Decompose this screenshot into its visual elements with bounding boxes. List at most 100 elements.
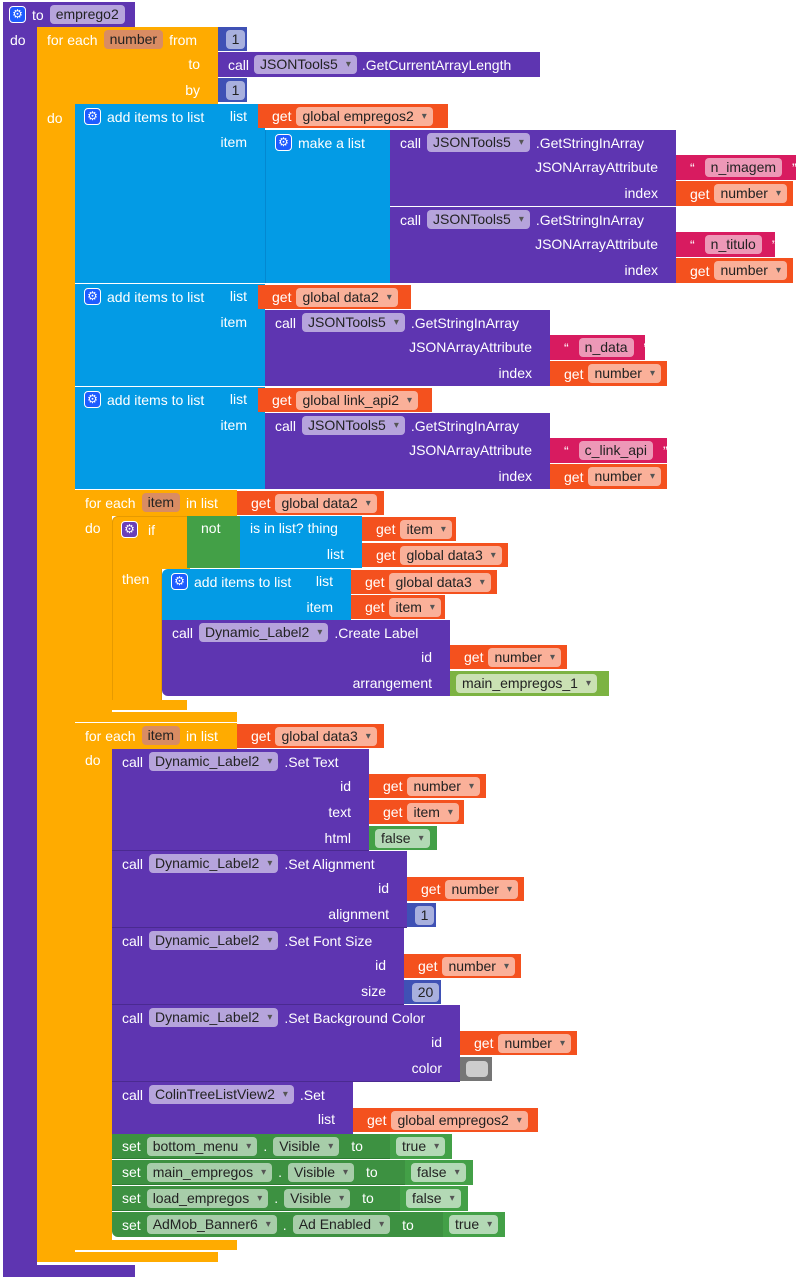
get-variable-block[interactable]: get item: [362, 517, 456, 541]
set-load-empregos-visible-block[interactable]: set load_empregos. Visible to: [112, 1186, 400, 1211]
variable-dropdown[interactable]: number: [714, 261, 787, 280]
color-block[interactable]: [460, 1057, 492, 1081]
component-dropdown[interactable]: ColinTreeListView2: [149, 1085, 294, 1104]
variable-dropdown[interactable]: number: [588, 364, 661, 383]
get-variable-block[interactable]: get number: [676, 258, 793, 283]
text-block[interactable]: n_data: [550, 335, 645, 360]
component-dropdown[interactable]: JSONTools5: [427, 133, 530, 152]
get-variable-block[interactable]: get global empregos2: [258, 104, 448, 128]
loop-variable-field[interactable]: item: [141, 493, 181, 512]
component-dropdown[interactable]: Dynamic_Label2: [149, 854, 279, 873]
number-field[interactable]: 1: [225, 29, 246, 49]
get-string-call-block[interactable]: call JSONTools5 .GetStringInArray JSONArra…: [390, 130, 676, 206]
mutator-gear-icon[interactable]: [84, 391, 101, 408]
procedure-name-field[interactable]: emprego2: [49, 5, 125, 24]
variable-dropdown[interactable]: global link_api2: [296, 390, 419, 410]
get-variable-block[interactable]: get item: [369, 800, 464, 824]
color-swatch[interactable]: [466, 1061, 488, 1077]
add-items-to-list-block[interactable]: add items to list list item: [75, 104, 265, 283]
component-dropdown[interactable]: bottom_menu: [146, 1136, 258, 1156]
component-dropdown[interactable]: AdMob_Banner6: [146, 1215, 277, 1234]
for-range-header[interactable]: for each number from to by: [37, 27, 218, 104]
mutator-gear-icon[interactable]: [84, 108, 101, 125]
set-bottom-menu-visible-block[interactable]: set bottom_menu. Visible to: [112, 1134, 390, 1159]
number-field[interactable]: 1: [414, 905, 435, 925]
component-dropdown[interactable]: Dynamic_Label2: [149, 752, 279, 771]
get-variable-block[interactable]: get global data3: [362, 543, 508, 567]
mutator-gear-icon[interactable]: [275, 134, 292, 151]
variable-dropdown[interactable]: global data2: [296, 287, 398, 307]
add-items-to-list-block[interactable]: add items to list list item: [162, 569, 351, 620]
set-alignment-call-block[interactable]: call Dynamic_Label2 .Set Alignment id alig…: [112, 851, 407, 928]
loop-variable-field[interactable]: number: [103, 30, 164, 49]
if-header[interactable]: if: [112, 516, 190, 569]
boolean-block[interactable]: false: [400, 1186, 468, 1211]
get-variable-block[interactable]: get number: [460, 1031, 577, 1055]
boolean-block[interactable]: false: [405, 1160, 473, 1185]
component-dropdown[interactable]: JSONTools5: [254, 55, 357, 74]
variable-dropdown[interactable]: global data3: [275, 726, 377, 746]
get-variable-block[interactable]: get number: [676, 181, 793, 206]
get-string-call-block[interactable]: call JSONTools5 .GetStringInArray JSONArra…: [265, 413, 550, 489]
is-in-list-block[interactable]: is in list? thing list: [240, 516, 362, 568]
get-variable-block[interactable]: get global link_api2: [258, 388, 432, 412]
get-string-call-block[interactable]: call JSONTools5 .GetStringInArray JSONArra…: [390, 207, 676, 283]
create-label-call-block[interactable]: call Dynamic_Label2 .Create Label id arran…: [162, 620, 450, 696]
get-variable-block[interactable]: get number: [550, 464, 667, 489]
get-variable-block[interactable]: get number: [450, 645, 567, 669]
get-variable-block[interactable]: get global data3: [351, 570, 497, 594]
variable-dropdown[interactable]: item: [400, 519, 452, 539]
variable-dropdown[interactable]: item: [389, 597, 441, 617]
number-block[interactable]: 1: [218, 78, 247, 102]
variable-dropdown[interactable]: global empregos2: [296, 106, 433, 126]
boolean-dropdown[interactable]: true: [449, 1215, 499, 1234]
component-dropdown[interactable]: JSONTools5: [302, 313, 405, 332]
get-variable-block[interactable]: get global data3: [237, 724, 384, 748]
component-dropdown[interactable]: Dynamic_Label2: [199, 623, 329, 642]
boolean-dropdown[interactable]: true: [396, 1137, 446, 1156]
property-dropdown[interactable]: Visible: [288, 1162, 355, 1182]
number-field[interactable]: 20: [411, 982, 440, 1002]
component-dropdown[interactable]: JSONTools5: [427, 210, 530, 229]
boolean-dropdown[interactable]: false: [406, 1189, 461, 1208]
add-items-to-list-block[interactable]: add items to list list item: [75, 387, 265, 489]
component-dropdown[interactable]: load_empregos: [146, 1188, 269, 1208]
boolean-dropdown[interactable]: false: [375, 828, 430, 848]
get-variable-block[interactable]: get global data2: [237, 491, 384, 515]
component-dropdown[interactable]: Dynamic_Label2: [149, 1008, 279, 1027]
for-range-block[interactable]: [37, 27, 75, 1262]
variable-dropdown[interactable]: number: [442, 956, 515, 976]
boolean-block[interactable]: false: [369, 826, 437, 850]
add-items-to-list-block[interactable]: add items to list list item: [75, 284, 265, 386]
get-variable-block[interactable]: get number: [369, 774, 486, 798]
property-dropdown[interactable]: Visible: [284, 1188, 351, 1208]
for-each-item-block[interactable]: [75, 490, 112, 722]
property-dropdown[interactable]: Ad Enabled: [292, 1215, 391, 1234]
number-block[interactable]: 20: [404, 980, 441, 1004]
text-field[interactable]: c_link_api: [578, 441, 653, 460]
text-block[interactable]: n_titulo: [676, 232, 775, 257]
number-block[interactable]: 1: [218, 27, 247, 51]
variable-dropdown[interactable]: global empregos2: [391, 1110, 528, 1130]
procedure-header[interactable]: to emprego2: [3, 2, 135, 27]
set-text-call-block[interactable]: call Dynamic_Label2 .Set Text id text html: [112, 749, 369, 851]
set-font-size-call-block[interactable]: call Dynamic_Label2 .Set Font Size id size: [112, 928, 404, 1005]
set-list-call-block[interactable]: call ColinTreeListView2 .Set list: [112, 1082, 353, 1134]
variable-dropdown[interactable]: number: [407, 776, 480, 796]
variable-dropdown[interactable]: global data3: [400, 545, 502, 565]
text-field[interactable]: n_imagem: [704, 158, 783, 177]
set-main-empregos-visible-block[interactable]: set main_empregos. Visible to: [112, 1160, 405, 1185]
get-variable-block[interactable]: get number: [550, 361, 667, 386]
property-dropdown[interactable]: Visible: [273, 1136, 340, 1156]
variable-dropdown[interactable]: number: [445, 879, 518, 899]
variable-dropdown[interactable]: number: [588, 467, 661, 486]
boolean-dropdown[interactable]: false: [411, 1163, 466, 1182]
variable-dropdown[interactable]: number: [498, 1033, 571, 1053]
get-length-call-block[interactable]: call JSONTools5 .GetCurrentArrayLength: [218, 52, 540, 77]
get-variable-block[interactable]: get item: [351, 595, 445, 619]
text-field[interactable]: n_titulo: [704, 235, 762, 254]
component-dropdown[interactable]: Dynamic_Label2: [149, 931, 279, 950]
for-each-item-header[interactable]: for each item in list: [75, 490, 237, 516]
variable-dropdown[interactable]: number: [714, 184, 787, 203]
